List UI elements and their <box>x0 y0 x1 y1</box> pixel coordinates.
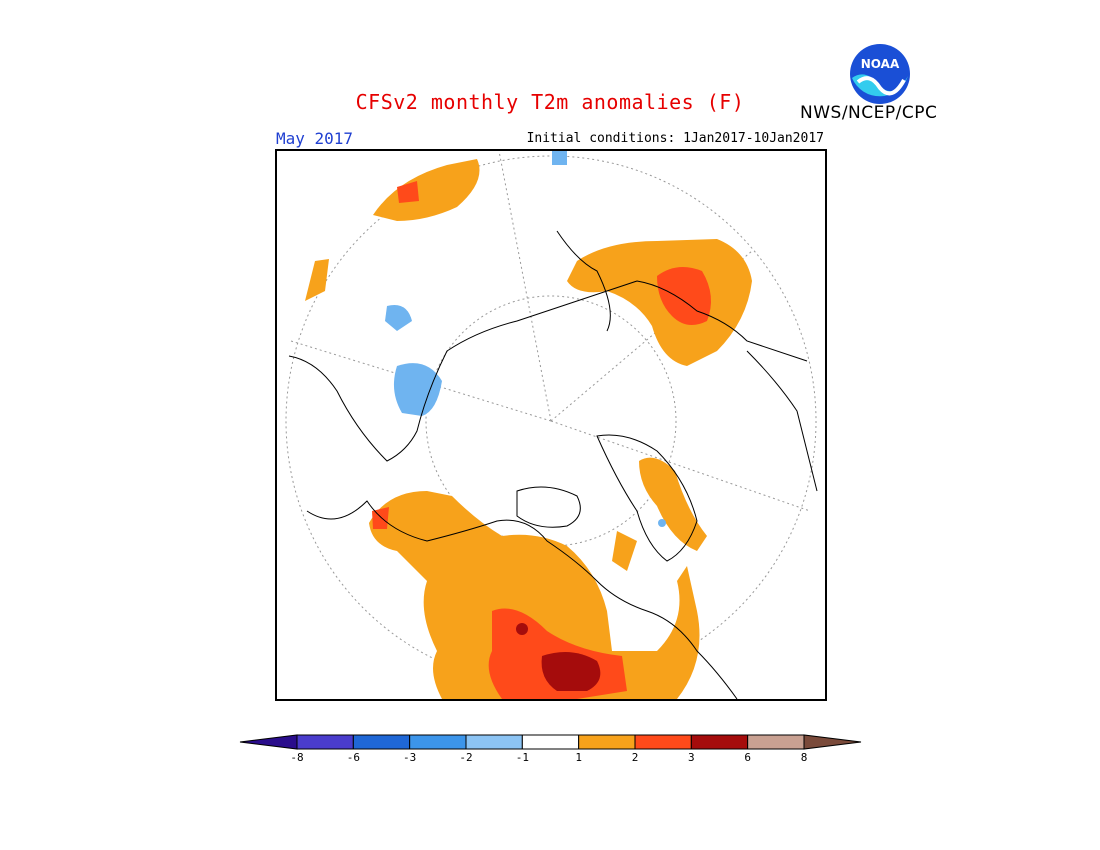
chart-title: CFSv2 monthly T2m anomalies (F) <box>355 90 745 114</box>
anomaly-region-labrador <box>612 531 637 571</box>
coastline-greenland <box>596 434 698 562</box>
anomaly-region-hudson-cool <box>393 363 442 416</box>
anomaly-region-kamchatka <box>397 181 419 203</box>
initial-conditions-label: Initial conditions: 1Jan2017-10Jan2017 <box>526 131 824 146</box>
meridian-line <box>498 151 552 422</box>
anomaly-region-eurasia <box>567 239 752 366</box>
legend-tick-label: 2 <box>632 751 639 764</box>
legend-arrow-high <box>803 734 862 750</box>
coastline-scandinavia <box>556 230 611 332</box>
meridian-line <box>550 420 811 512</box>
legend-swatch <box>296 734 354 750</box>
coastline-arctic-islands <box>516 486 581 528</box>
anomaly-cool-1 <box>385 151 666 527</box>
agency-label: NWS/NCEP/CPC <box>800 103 938 123</box>
legend-tick-label: 6 <box>744 751 751 764</box>
legend-swatch <box>409 734 467 750</box>
legend-tick-label: -8 <box>290 751 303 764</box>
anomaly-region-south-us <box>541 652 601 691</box>
anomaly-region-north-america <box>369 491 700 699</box>
polar-map <box>275 149 827 701</box>
legend-tick-label: 3 <box>688 751 695 764</box>
legend-swatch <box>521 734 580 750</box>
legend-tick-label: -2 <box>459 751 472 764</box>
coastline-asia-east <box>746 350 818 492</box>
anomaly-region-north-pacific <box>373 159 480 221</box>
anomaly-region-north-africa <box>639 457 707 551</box>
anomaly-warm-1 <box>305 159 752 699</box>
legend-tick-label: 1 <box>575 751 582 764</box>
logo-text: NOAA <box>861 57 900 71</box>
legend-tick-label: -3 <box>403 751 416 764</box>
anomaly-region-west-edge <box>305 259 329 301</box>
anomaly-region-polar-cool <box>552 151 567 165</box>
anomaly-region-siberia-core <box>657 267 711 325</box>
legend-tick-label: 8 <box>801 751 808 764</box>
legend-arrow-low <box>239 734 298 750</box>
coastline-north-america <box>306 500 738 699</box>
legend-swatch <box>690 734 749 750</box>
anomaly-region-greenland-cool <box>658 519 666 527</box>
legend-swatch <box>634 734 692 750</box>
anomaly-warm-3 <box>516 623 601 691</box>
legend-swatch <box>578 734 636 750</box>
legend-tick-label: -1 <box>516 751 529 764</box>
month-label: May 2017 <box>276 129 354 148</box>
noaa-logo: NOAA <box>848 42 912 106</box>
anomaly-region-plains <box>516 623 528 635</box>
legend-swatch <box>747 734 805 750</box>
legend-tick-label: -6 <box>347 751 360 764</box>
meridian-line <box>550 250 753 422</box>
coastlines <box>288 230 818 699</box>
legend-swatch <box>352 734 411 750</box>
color-legend: -8 -6 -3 -2 -1 1 2 3 6 8 <box>238 733 863 773</box>
legend-swatch <box>465 734 523 750</box>
coastline-greenland-europe <box>288 280 808 462</box>
anomaly-region-north-atlantic-cool <box>385 305 412 331</box>
